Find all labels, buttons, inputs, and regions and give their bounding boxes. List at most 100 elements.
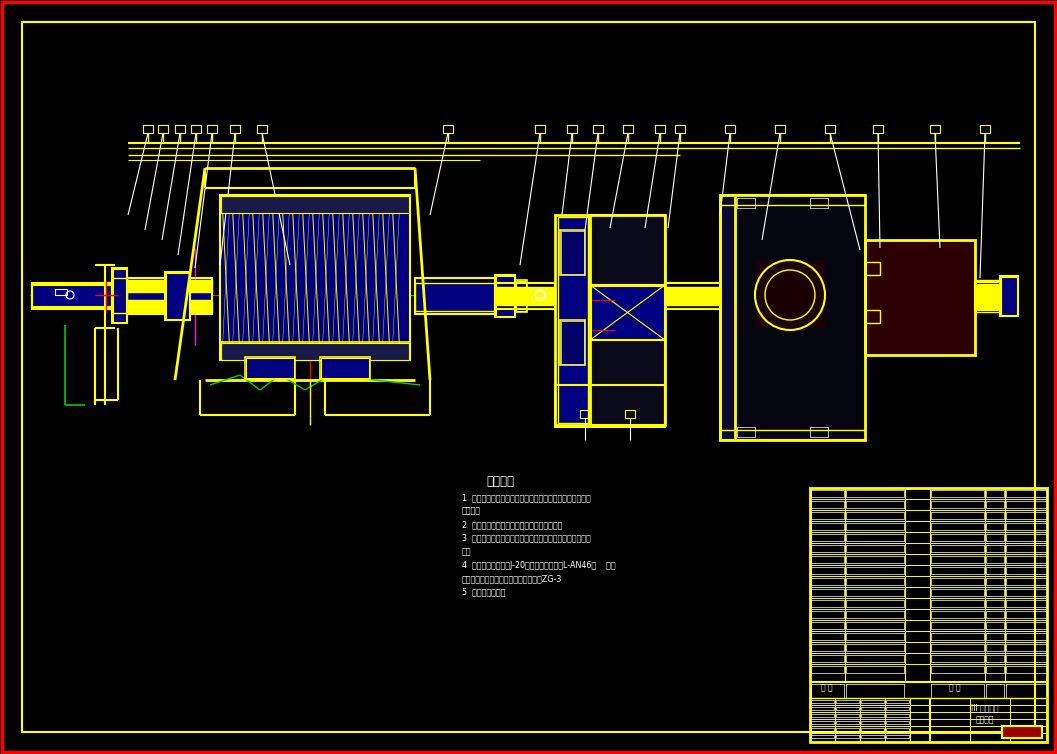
Bar (1006, 490, 1047, 497)
Bar (725, 125, 735, 133)
Bar (931, 512, 984, 519)
Bar (986, 567, 1004, 574)
Bar (986, 501, 1004, 508)
Bar (811, 578, 843, 585)
Bar (720, 195, 865, 440)
Bar (32, 283, 112, 309)
Bar (567, 125, 577, 133)
Bar (846, 556, 904, 563)
Bar (931, 666, 984, 673)
Bar (1006, 666, 1047, 673)
Bar (737, 198, 755, 208)
Bar (320, 357, 370, 379)
Bar (1006, 589, 1047, 596)
Bar (986, 534, 1004, 541)
Text: 结合: 结合 (462, 547, 471, 556)
Bar (1000, 276, 1018, 316)
Bar (931, 490, 984, 497)
Bar (495, 287, 555, 305)
Bar (1006, 633, 1047, 640)
Bar (1006, 600, 1047, 607)
Bar (931, 534, 984, 541)
Bar (32, 285, 112, 307)
Bar (221, 196, 409, 359)
Text: 代 号: 代 号 (821, 683, 833, 692)
Bar (665, 287, 720, 305)
Bar (535, 291, 545, 297)
Bar (495, 283, 555, 309)
Bar (931, 523, 984, 530)
Bar (127, 278, 212, 314)
Bar (846, 622, 904, 629)
Bar (986, 644, 1004, 651)
Bar (175, 125, 185, 133)
Bar (321, 358, 369, 378)
Bar (861, 714, 884, 717)
Bar (986, 600, 1004, 607)
Bar (846, 534, 904, 541)
Bar (931, 655, 984, 662)
Bar (1006, 567, 1047, 574)
Bar (986, 578, 1004, 585)
Bar (836, 714, 859, 717)
Bar (846, 578, 904, 585)
Bar (865, 240, 975, 355)
Bar (836, 735, 859, 738)
Bar (931, 501, 984, 508)
Bar (811, 556, 843, 563)
Bar (931, 644, 984, 651)
Bar (873, 125, 883, 133)
Bar (1002, 726, 1042, 738)
Bar (221, 343, 409, 360)
Bar (886, 721, 909, 724)
Bar (846, 567, 904, 574)
Bar (931, 578, 984, 585)
Bar (811, 490, 843, 497)
Bar (986, 611, 1004, 618)
Bar (811, 644, 843, 651)
Bar (665, 283, 720, 309)
Bar (515, 280, 527, 312)
Bar (1006, 545, 1047, 552)
Bar (886, 735, 909, 738)
Bar (836, 728, 859, 731)
Bar (246, 358, 294, 378)
Bar (191, 125, 201, 133)
Bar (755, 260, 826, 328)
Bar (721, 196, 734, 439)
Bar (886, 714, 909, 717)
Bar (846, 589, 904, 596)
Bar (861, 707, 884, 710)
Bar (415, 283, 495, 311)
Text: 系统用油至规定高度，轴承使用润滑脂ZG-3: 系统用油至规定高度，轴承使用润滑脂ZG-3 (462, 574, 562, 583)
Bar (721, 196, 864, 439)
Bar (157, 125, 168, 133)
Bar (886, 700, 909, 703)
Bar (811, 633, 843, 640)
Bar (810, 488, 1047, 742)
Bar (1006, 611, 1047, 618)
Bar (623, 125, 633, 133)
Bar (1006, 644, 1047, 651)
Bar (931, 556, 984, 563)
Bar (810, 427, 828, 437)
Bar (143, 125, 153, 133)
Bar (590, 215, 665, 425)
Bar (811, 567, 843, 574)
Bar (975, 284, 1005, 308)
Bar (495, 275, 515, 317)
Bar (846, 490, 904, 497)
Bar (580, 410, 590, 418)
Bar (811, 714, 834, 717)
Text: 技术要求: 技术要求 (486, 475, 514, 488)
Bar (931, 633, 984, 640)
Bar (1006, 655, 1047, 662)
Bar (931, 567, 984, 574)
Bar (127, 282, 212, 310)
Bar (846, 666, 904, 673)
Bar (931, 600, 984, 607)
Text: 4  滚珠丝杠定期注注J-20润滑油械速箱内注L-AN46全    损耗: 4 滚珠丝杠定期注注J-20润滑油械速箱内注L-AN46全 损耗 (462, 560, 615, 569)
Bar (555, 215, 665, 425)
Bar (1006, 578, 1047, 585)
Bar (220, 342, 410, 360)
